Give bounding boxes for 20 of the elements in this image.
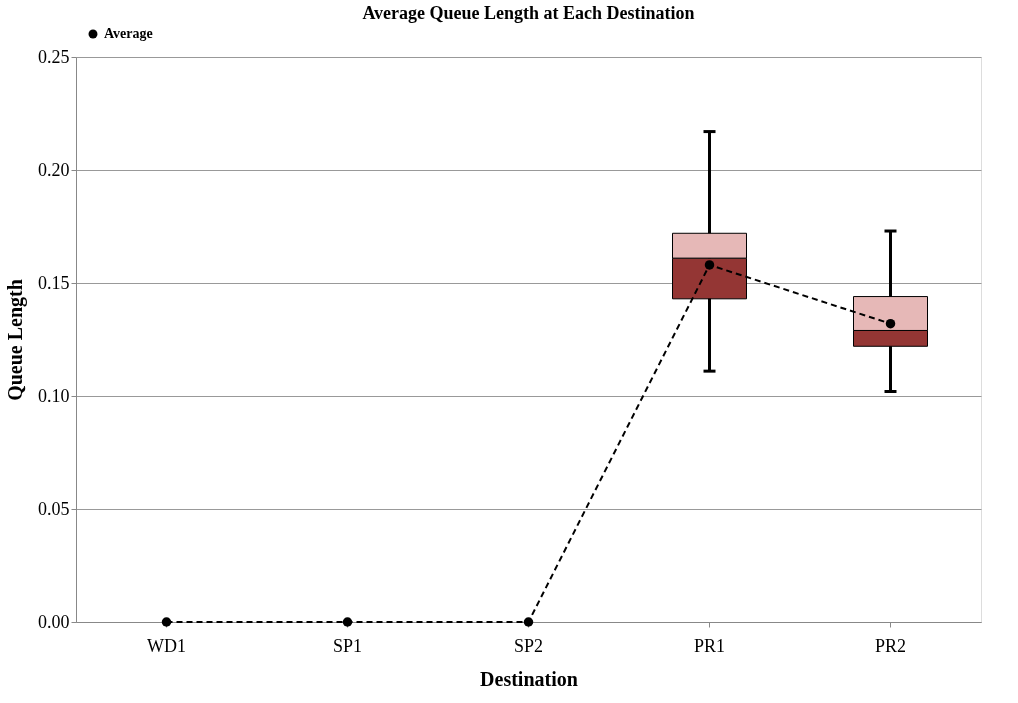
- point: [342, 617, 353, 627]
- y-tick-label: 0.20: [38, 159, 70, 180]
- x-tick-label: SP1: [332, 635, 363, 656]
- y-axis-title: Queue Length: [4, 279, 27, 401]
- point: [885, 318, 896, 329]
- legend-label: Average: [104, 26, 153, 41]
- y-tick-label: 0.00: [38, 611, 70, 632]
- point: [523, 617, 534, 627]
- x-tick-label: WD1: [147, 635, 186, 656]
- y-tick-label: 0.25: [38, 46, 70, 67]
- y-tick-label: 0.15: [38, 272, 70, 293]
- x-tick-label: SP2: [513, 635, 544, 656]
- y-tick-label: 0.10: [38, 385, 70, 406]
- point: [161, 617, 172, 627]
- chart-title: Average Queue Length at Each Destination: [362, 3, 695, 23]
- x-tick-label: PR2: [874, 635, 907, 656]
- y-tick-label: 0.05: [38, 498, 70, 519]
- point: [704, 260, 715, 270]
- x-tick-label: PR1: [693, 635, 726, 656]
- x-axis-title: Destination: [480, 667, 578, 690]
